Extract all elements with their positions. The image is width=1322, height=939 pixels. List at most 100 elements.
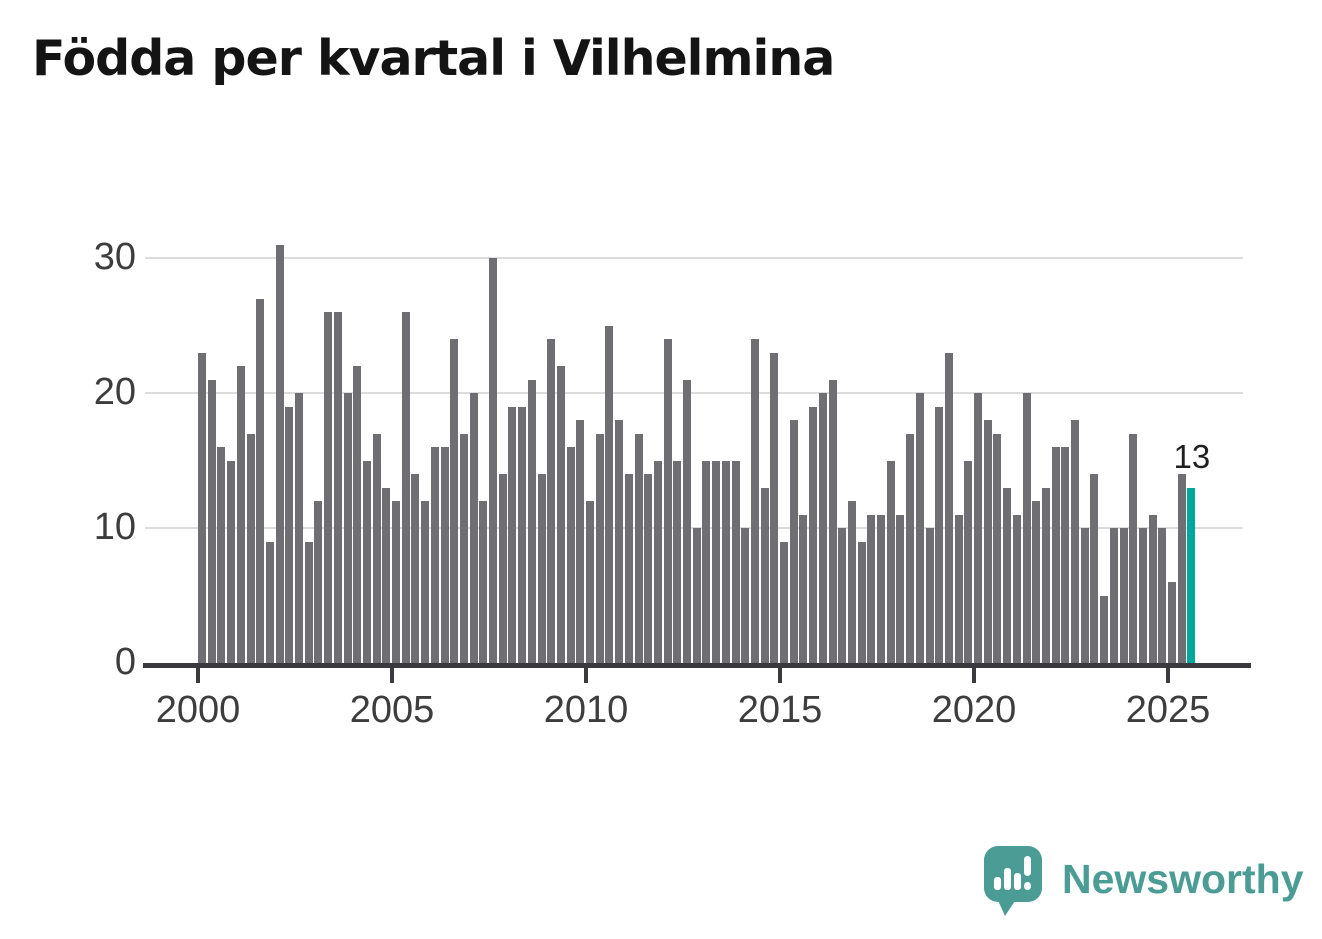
bar-2001-Q1 (236, 366, 245, 663)
x-tick-2015 (778, 668, 782, 683)
bar-2009-Q1 (547, 339, 556, 663)
bar-2006-Q2 (440, 447, 449, 663)
bar-2022-Q3 (1071, 420, 1079, 663)
bar-2005-Q1 (392, 501, 400, 663)
bar-2020-Q3 (993, 433, 1002, 663)
bar-2017-Q3 (877, 514, 885, 663)
newsworthy-bubble-chart-icon (984, 846, 1042, 916)
bar-2005-Q2 (401, 312, 410, 663)
bar-2019-Q2 (944, 352, 953, 663)
bar-2014-Q2 (750, 339, 759, 663)
bar-2022-Q2 (1061, 447, 1070, 663)
bar-2023-Q4 (1119, 528, 1128, 663)
bar-2025-Q1 (1168, 582, 1176, 663)
newsworthy-logo: Newsworthy (984, 846, 1304, 918)
bar-2011-Q2 (634, 433, 643, 663)
bar-2008-Q2 (518, 406, 527, 663)
bar-2018-Q2 (906, 433, 915, 663)
bar-2016-Q3 (838, 528, 847, 663)
bar-2000-Q1 (198, 352, 206, 663)
bar-2015-Q3 (799, 514, 808, 663)
bar-2007-Q1 (469, 393, 478, 663)
bar-2000-Q3 (217, 447, 226, 663)
bar-2010-Q2 (595, 433, 604, 663)
x-tick-label-2010: 2010 (543, 689, 629, 731)
bar-2012-Q3 (683, 379, 691, 663)
bar-2019-Q4 (964, 460, 973, 663)
bar-2012-Q1 (663, 339, 672, 663)
bar-2015-Q4 (809, 406, 818, 663)
bar-2014-Q4 (770, 352, 779, 663)
bar-2010-Q4 (615, 420, 624, 663)
bar-2023-Q1 (1090, 474, 1099, 663)
bar-2002-Q4 (304, 541, 313, 663)
bar-2018-Q4 (925, 528, 934, 663)
bar-2018-Q1 (896, 514, 905, 663)
bar-2000-Q4 (227, 460, 236, 663)
bar-2019-Q1 (935, 406, 944, 663)
bar-2024-Q3 (1148, 514, 1157, 663)
bar-2012-Q2 (673, 460, 682, 663)
bar-2017-Q4 (886, 460, 895, 663)
x-tick-2020 (972, 668, 976, 683)
bar-2004-Q3 (372, 433, 381, 663)
bar-2011-Q4 (653, 460, 662, 663)
bar-2004-Q2 (362, 460, 371, 663)
bar-2008-Q4 (537, 474, 546, 663)
bar-2006-Q3 (450, 339, 459, 663)
bar-2016-Q2 (828, 379, 837, 663)
x-tick-label-2020: 2020 (931, 689, 1017, 731)
bar-2019-Q3 (954, 514, 963, 663)
x-axis-line (143, 663, 1251, 668)
bar-2003-Q1 (314, 501, 323, 663)
bar-2017-Q1 (857, 541, 866, 663)
bar-2021-Q1 (1012, 514, 1021, 663)
bar-2011-Q1 (624, 474, 633, 663)
bar-2001-Q2 (246, 433, 255, 663)
x-tick-2005 (390, 668, 394, 683)
bar-2001-Q4 (265, 541, 274, 663)
bar-2022-Q1 (1051, 447, 1060, 663)
gridline-20 (145, 392, 1243, 394)
bar-2020-Q4 (1003, 487, 1012, 663)
bar-2006-Q1 (430, 447, 439, 663)
bar-2024-Q1 (1129, 433, 1138, 663)
last-value-annotation: 13 (1173, 438, 1211, 475)
bar-2025-Q3 (1187, 487, 1196, 663)
bar-2007-Q4 (498, 474, 507, 663)
bar-2012-Q4 (692, 528, 701, 663)
bar-2005-Q3 (411, 474, 420, 663)
bar-2009-Q4 (576, 420, 585, 663)
bar-2025-Q2 (1177, 474, 1186, 663)
bar-2001-Q3 (256, 298, 265, 663)
bar-2016-Q1 (818, 393, 827, 663)
bar-2008-Q3 (527, 379, 536, 663)
bar-2024-Q4 (1158, 528, 1167, 663)
bar-2015-Q2 (789, 420, 798, 663)
x-tick-label-2025: 2025 (1125, 689, 1211, 731)
bar-2013-Q3 (721, 460, 730, 663)
bar-2000-Q2 (207, 379, 216, 663)
y-tick-label-0: 0 (114, 641, 136, 683)
newsworthy-logo-text: Newsworthy (1062, 856, 1304, 902)
x-tick-label-2005: 2005 (349, 689, 435, 731)
x-tick-2000 (196, 668, 200, 683)
bar-2015-Q1 (780, 541, 788, 663)
bar-2024-Q2 (1138, 528, 1147, 663)
bar-2004-Q4 (382, 487, 391, 663)
bar-2007-Q2 (479, 501, 488, 663)
bar-2020-Q2 (983, 420, 992, 663)
bar-2009-Q3 (566, 447, 575, 663)
chart-title: Födda per kvartal i Vilhelmina (32, 30, 835, 87)
bar-2017-Q2 (867, 514, 876, 663)
bar-2003-Q3 (333, 312, 342, 663)
bar-2014-Q1 (741, 528, 750, 663)
bar-2013-Q2 (712, 460, 721, 663)
bar-2014-Q3 (760, 487, 769, 663)
bar-2004-Q1 (353, 366, 362, 663)
bar-2016-Q4 (847, 501, 856, 663)
bar-2005-Q4 (421, 501, 430, 663)
bar-2009-Q2 (556, 366, 565, 663)
bar-2023-Q2 (1100, 595, 1109, 663)
